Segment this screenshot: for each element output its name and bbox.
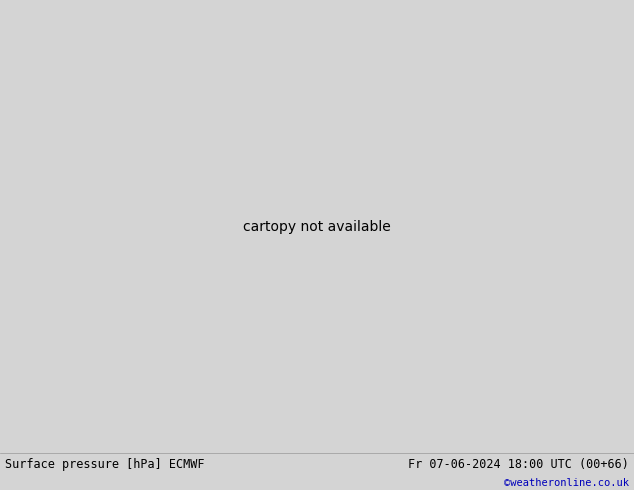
Text: Fr 07-06-2024 18:00 UTC (00+66): Fr 07-06-2024 18:00 UTC (00+66) bbox=[408, 458, 629, 471]
Text: Surface pressure [hPa] ECMWF: Surface pressure [hPa] ECMWF bbox=[5, 458, 205, 471]
Text: ©weatheronline.co.uk: ©weatheronline.co.uk bbox=[504, 478, 629, 488]
Text: cartopy not available: cartopy not available bbox=[243, 220, 391, 234]
